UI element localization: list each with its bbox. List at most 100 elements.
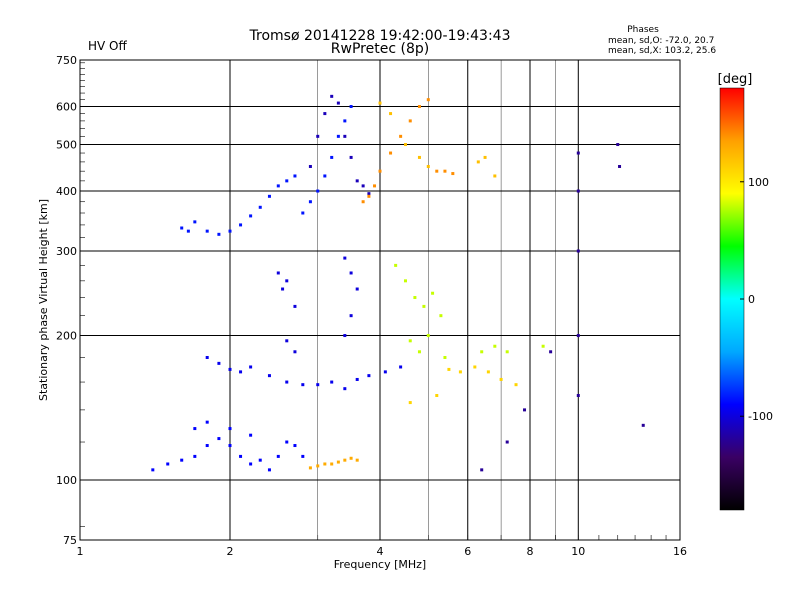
y-tick-label: 100 — [56, 474, 77, 487]
data-point — [193, 427, 197, 431]
data-point — [361, 200, 365, 204]
data-point — [281, 287, 285, 291]
data-point — [417, 350, 421, 354]
data-point — [549, 350, 553, 354]
data-point — [308, 164, 312, 168]
data-point — [541, 344, 545, 348]
data-point — [217, 361, 221, 365]
data-point — [267, 194, 271, 198]
data-point — [151, 468, 155, 472]
axes: 1 2 4 6 8 10 16 75 100 200 300 400 500 600 750 — [56, 54, 687, 558]
data-point — [249, 433, 253, 437]
data-point — [435, 169, 439, 173]
data-point — [323, 112, 327, 116]
data-point — [193, 454, 197, 458]
data-point — [616, 143, 620, 147]
data-point — [447, 367, 451, 371]
data-point — [378, 101, 382, 105]
colorbar-tick-label: 0 — [748, 293, 755, 306]
data-point — [293, 174, 297, 178]
y-tick-label: 750 — [56, 54, 77, 67]
data-point — [523, 408, 527, 412]
x-tick-label: 8 — [527, 545, 534, 558]
data-point — [180, 226, 184, 230]
data-point — [505, 440, 509, 444]
data-point — [394, 263, 398, 267]
data-point — [576, 151, 580, 155]
data-point — [316, 134, 320, 138]
data-point — [267, 468, 271, 472]
data-point — [228, 444, 232, 448]
data-point — [336, 134, 340, 138]
data-point — [217, 437, 221, 441]
stats-line-x: mean, sd,X: 103.2, 25.6 — [608, 46, 716, 56]
data-point — [239, 454, 243, 458]
data-point — [443, 169, 447, 173]
data-point — [166, 462, 170, 466]
data-point — [343, 134, 347, 138]
data-point — [301, 211, 305, 215]
data-point — [435, 394, 439, 398]
data-point — [239, 370, 243, 374]
x-tick-label: 6 — [464, 545, 471, 558]
x-tick-label: 10 — [571, 545, 585, 558]
data-point — [618, 164, 622, 168]
data-point — [389, 151, 393, 155]
data-point — [355, 458, 359, 462]
data-point — [483, 155, 487, 159]
data-point — [343, 256, 347, 260]
data-point — [403, 279, 407, 283]
data-point — [285, 179, 289, 183]
data-point — [276, 184, 280, 188]
data-point — [486, 370, 490, 374]
data-point — [285, 380, 289, 384]
data-point — [413, 296, 417, 300]
data-point — [323, 174, 327, 178]
data-point — [228, 367, 232, 371]
data-point — [408, 401, 412, 405]
data-point — [451, 172, 455, 176]
x-tick-label: 16 — [673, 545, 687, 558]
data-point — [514, 383, 518, 387]
data-point — [378, 169, 382, 173]
data-point — [276, 271, 280, 275]
colorbar-tick-label: -100 — [748, 410, 773, 423]
data-point — [367, 194, 371, 198]
data-point — [473, 365, 477, 369]
data-point — [417, 155, 421, 159]
status-label: HV Off — [88, 39, 127, 53]
data-point — [426, 334, 430, 338]
data-point — [323, 462, 327, 466]
data-point — [480, 468, 484, 472]
data-point — [493, 174, 497, 178]
data-point — [285, 279, 289, 283]
data-point — [285, 440, 289, 444]
data-point — [422, 304, 426, 308]
data-point — [389, 112, 393, 116]
data-point — [239, 223, 243, 227]
data-point — [330, 94, 334, 98]
data-point — [193, 220, 197, 224]
colorbar-ticks: 100 0 -100 — [740, 176, 773, 423]
data-point — [336, 460, 340, 464]
x-tick-label: 4 — [377, 545, 384, 558]
data-point — [355, 377, 359, 381]
y-tick-label: 75 — [63, 534, 77, 547]
data-point — [361, 184, 365, 188]
data-point — [443, 355, 447, 359]
data-point — [476, 160, 480, 164]
data-point — [355, 287, 359, 291]
data-point — [205, 444, 209, 448]
data-point — [399, 365, 403, 369]
data-point — [349, 456, 353, 460]
data-point — [576, 249, 580, 253]
data-point — [408, 339, 412, 343]
data-point — [258, 458, 262, 462]
data-point — [417, 105, 421, 109]
data-point — [576, 334, 580, 338]
data-point — [316, 189, 320, 193]
data-point — [349, 105, 353, 109]
data-point — [343, 458, 347, 462]
data-point — [285, 339, 289, 343]
data-point — [399, 134, 403, 138]
